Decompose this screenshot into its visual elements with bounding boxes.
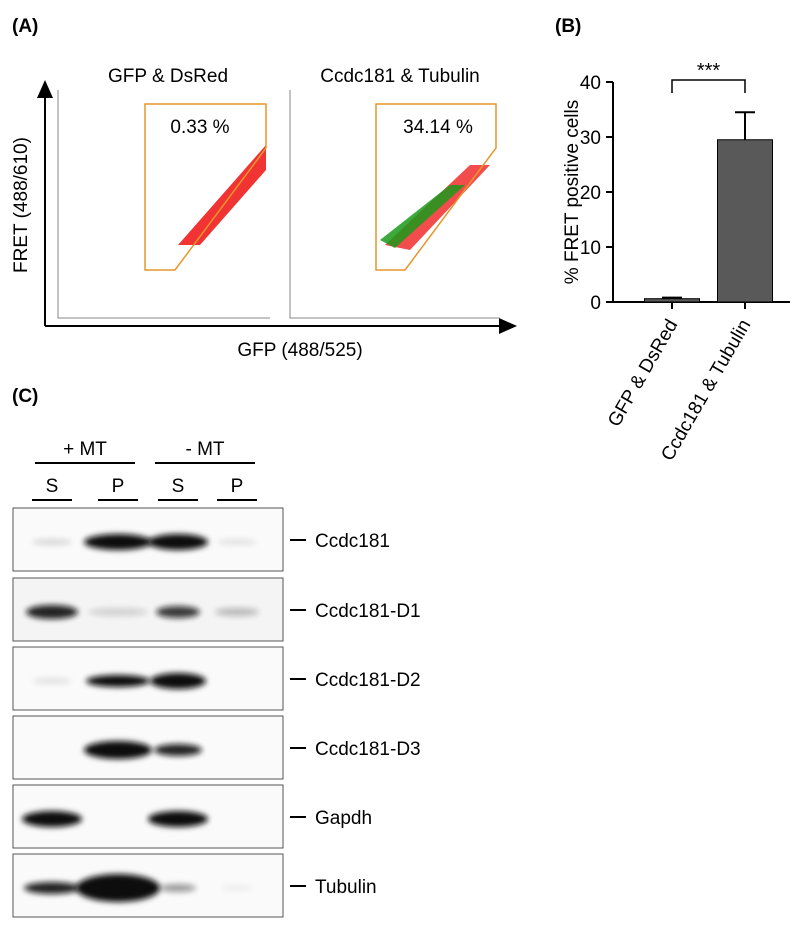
lane-label: S [172,476,185,497]
gate-percent: 0.33 % [170,117,229,138]
band [32,678,72,684]
panel-label: (A) [12,16,38,37]
band [221,885,253,891]
error-bar [735,111,755,140]
significance-label: *** [697,60,721,82]
y-tick-label: 30 [580,128,601,149]
plot-frame [57,90,270,319]
band [22,811,82,827]
plot-title: GFP & DsRed [108,66,228,87]
gate [375,103,497,271]
y-tick-label: 40 [580,73,601,94]
band [84,741,152,759]
band-label: Ccdc181-D1 [315,601,421,622]
band [215,608,259,616]
band [156,606,200,618]
band-label: Gapdh [315,808,372,829]
lane-label: P [231,476,244,497]
significance-bracket [671,79,746,93]
band [32,539,72,545]
y-tick-label: 10 [580,238,601,259]
x-axis-label: GFP (488/525) [237,340,362,361]
band [150,673,206,689]
band [26,605,78,619]
panel-label: (C) [12,386,38,407]
gate-percent: 34.14 % [403,117,473,138]
band [217,539,257,545]
lane-label: S [46,476,59,497]
band [86,675,150,687]
flow-plot: GFP & DsRed 0.33 % [57,66,270,319]
cell-cloud [178,145,266,245]
gate [144,103,267,271]
y-tick-label: 20 [580,183,601,204]
plot-title: Ccdc181 & Tubulin [320,66,480,87]
western-blot: + MT - MTS P S PCcdc181Ccdc181-D1Ccdc181-D2C… [12,439,421,918]
panel-label: (B) [555,16,581,37]
band [148,534,208,550]
band [76,874,160,902]
band-label: Ccdc181-D3 [315,739,421,760]
group-label: - MT [185,439,224,460]
cell-cloud [380,185,465,248]
band [160,884,196,892]
bar [717,139,773,303]
blot-frame [12,715,284,780]
y-tick-label: 0 [590,293,601,314]
band [24,882,80,894]
group-label: + MT [63,439,107,460]
error-bar [662,296,682,299]
plot-frame [289,90,500,319]
band [88,608,148,616]
y-axis-label: FRET (488/610) [11,137,32,273]
band [84,534,152,550]
band-label: Ccdc181-D2 [315,670,421,691]
band-label: Ccdc181 [315,531,390,552]
flow-plot: Ccdc181 & Tubulin 34.14 % [289,66,500,319]
lane-label: P [112,476,125,497]
band [148,811,208,827]
band [154,744,202,756]
bar [644,298,700,303]
y-axis-label: % FRET positive cells [562,100,583,284]
x-tick-label: GFP & DsRed [604,316,682,430]
band-label: Tubulin [315,877,377,898]
